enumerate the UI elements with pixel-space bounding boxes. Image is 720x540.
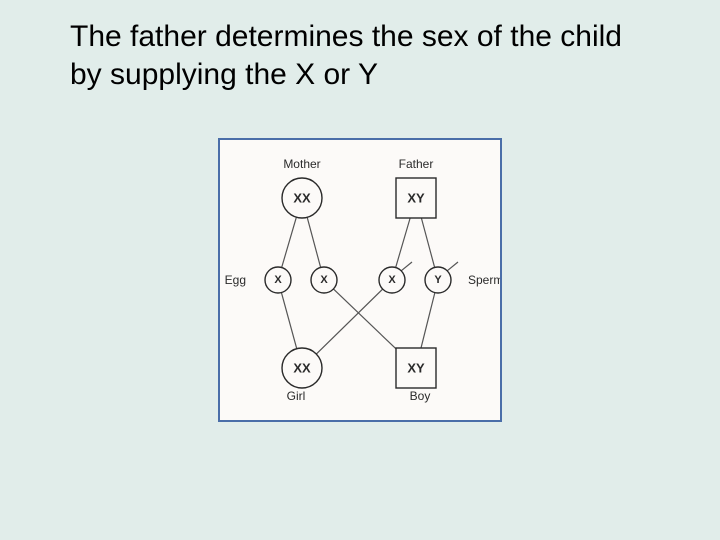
page-title: The father determines the sex of the chi… — [70, 18, 660, 93]
node-mother: XX Mother — [282, 157, 322, 218]
boy-genotype: XY — [407, 361, 425, 376]
edge-sperm1-girl — [316, 289, 382, 354]
mother-genotype: XX — [293, 191, 311, 206]
edge-mother-egg1 — [282, 217, 297, 267]
diagram-frame: XXMotherXYFatherXEggXXYSpermXXGirlXYBoy — [218, 138, 502, 422]
node-sperm2: Y Sperm — [425, 267, 500, 293]
girl-label: Girl — [287, 389, 306, 403]
sperm2-label: Sperm — [468, 273, 500, 287]
egg1-label: Egg — [225, 273, 246, 287]
boy-label: Boy — [410, 389, 431, 403]
node-girl: XX Girl — [282, 348, 322, 403]
node-sperm1: X — [379, 267, 405, 293]
father-label: Father — [399, 157, 434, 171]
edge-mother-egg2 — [307, 217, 320, 267]
sperm-tail-sperm2 — [447, 262, 458, 271]
sperm-tail-sperm1 — [401, 262, 412, 271]
sperm2-genotype: Y — [434, 274, 442, 286]
sperm1-genotype: X — [388, 274, 396, 286]
father-genotype: XY — [407, 191, 425, 206]
node-father: XY Father — [396, 157, 436, 218]
edge-father-sperm2 — [421, 218, 434, 267]
edge-father-sperm1 — [396, 218, 411, 268]
egg2-genotype: X — [320, 274, 328, 286]
edge-egg1-girl — [281, 293, 296, 349]
node-egg2: X — [311, 267, 337, 293]
egg1-genotype: X — [274, 274, 282, 286]
edges — [281, 217, 434, 354]
sex-determination-diagram: XXMotherXYFatherXEggXXYSpermXXGirlXYBoy — [220, 140, 500, 420]
girl-genotype: XX — [293, 361, 311, 376]
mother-label: Mother — [283, 157, 320, 171]
node-boy: XY Boy — [396, 348, 436, 403]
node-egg1: X Egg — [225, 267, 291, 293]
edge-sperm2-boy — [421, 293, 435, 348]
edge-egg2-boy — [333, 289, 396, 349]
